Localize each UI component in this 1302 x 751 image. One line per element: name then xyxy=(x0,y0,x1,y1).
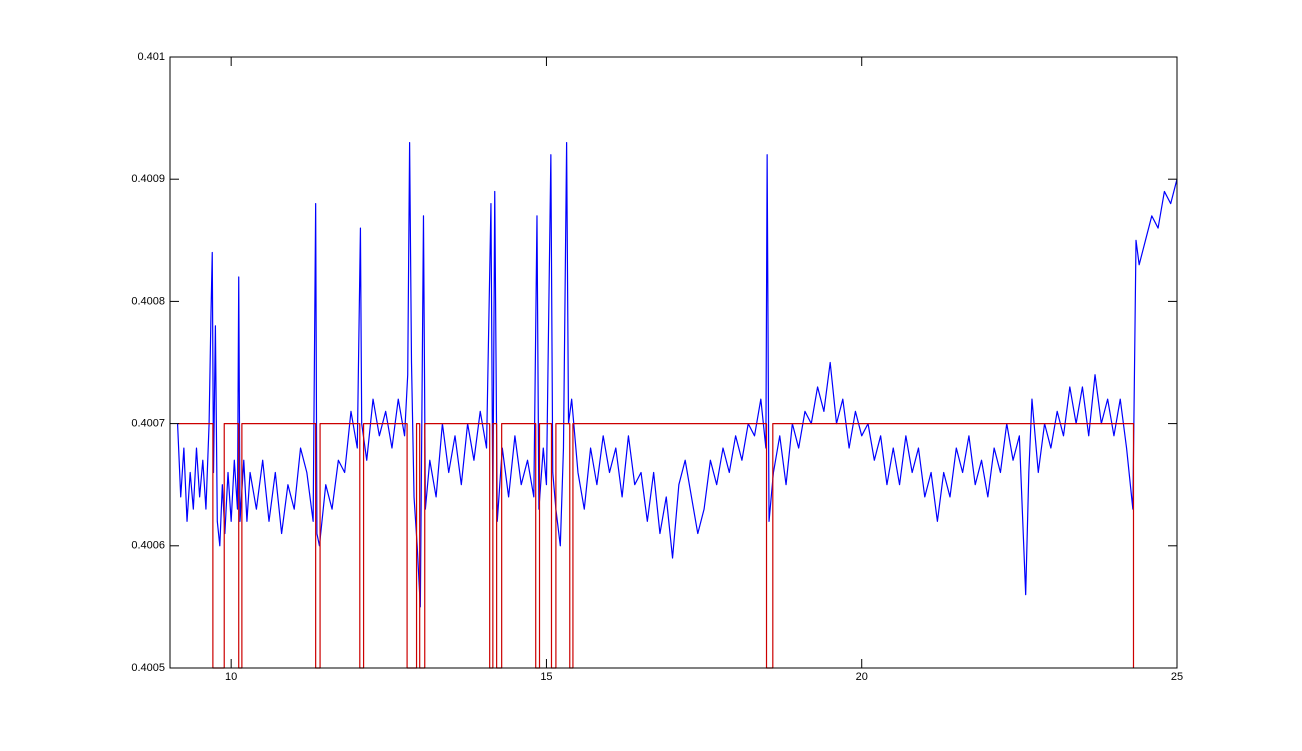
y-tick-label: 0.4008 xyxy=(131,295,165,307)
data-line xyxy=(176,141,1178,608)
data-line xyxy=(178,423,1135,669)
x-tick-label: 10 xyxy=(225,671,237,683)
y-tick-label: 0.4007 xyxy=(131,418,165,430)
y-tick-label: 0.4006 xyxy=(131,540,165,552)
y-tick-label: 0.4009 xyxy=(131,173,165,185)
axes-box xyxy=(169,56,1178,669)
y-tick-label: 0.401 xyxy=(137,51,165,63)
x-tick-label: 25 xyxy=(1171,671,1183,683)
x-tick-label: 20 xyxy=(856,671,868,683)
y-tick-label: 0.4005 xyxy=(131,662,165,674)
x-tick-label: 15 xyxy=(540,671,552,683)
plot-area xyxy=(170,57,1177,668)
